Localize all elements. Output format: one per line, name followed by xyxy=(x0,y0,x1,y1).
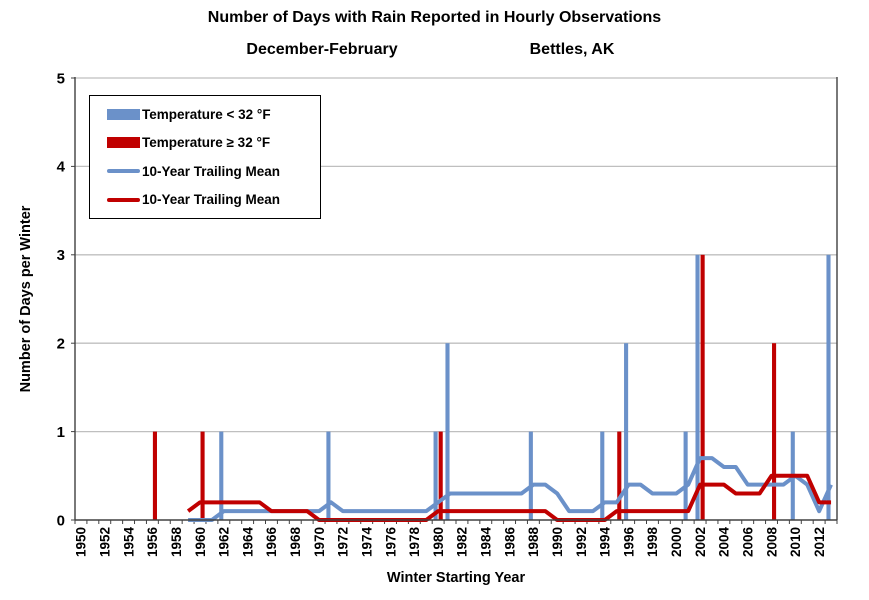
x-tick-label-1952: 1952 xyxy=(97,527,112,557)
x-tick-label-1968: 1968 xyxy=(288,527,303,558)
x-tick-label-2006: 2006 xyxy=(740,527,755,558)
bar-below32-2001 xyxy=(683,431,688,520)
y-tick-label-2: 2 xyxy=(57,335,65,352)
subtitle-season: December-February xyxy=(246,41,398,58)
x-tick-label-1974: 1974 xyxy=(359,527,374,558)
legend-item-blue-trailing-mean: 10-Year Trailing Mean xyxy=(107,159,320,183)
red-bar-swatch xyxy=(107,137,140,149)
x-tick-label-1976: 1976 xyxy=(383,527,398,558)
x-tick-label-1996: 1996 xyxy=(621,527,636,558)
legend-label: Temperature < 32 °F xyxy=(142,106,271,122)
subtitle-location: Bettles, AK xyxy=(529,41,615,58)
x-tick-label-1972: 1972 xyxy=(336,527,351,557)
bar-above32-1960 xyxy=(200,431,205,520)
legend-label: 10-Year Trailing Mean xyxy=(142,192,281,208)
bar-below32-1971 xyxy=(326,431,331,520)
y-tick-label-5: 5 xyxy=(57,70,65,87)
x-tick-label-1998: 1998 xyxy=(645,527,660,558)
x-tick-label-1980: 1980 xyxy=(431,527,446,557)
x-tick-label-2000: 2000 xyxy=(669,527,684,557)
bar-above32-1995 xyxy=(617,431,622,520)
y-tick-label-4: 4 xyxy=(57,159,66,176)
x-tick-label-1962: 1962 xyxy=(217,527,232,557)
bar-above32-2008 xyxy=(772,343,777,520)
bar-below32-1994 xyxy=(600,431,605,520)
x-tick-label-1958: 1958 xyxy=(169,527,184,558)
bar-above32-1956 xyxy=(152,431,157,520)
x-tick-label-1978: 1978 xyxy=(407,527,422,558)
trailing-mean-line-red xyxy=(186,473,832,522)
x-tick-label-1954: 1954 xyxy=(121,527,136,558)
legend-label: 10-Year Trailing Mean xyxy=(142,163,281,179)
bar-below32-1980 xyxy=(433,431,438,520)
x-tick-label-1986: 1986 xyxy=(502,527,517,558)
y-tick-label-1: 1 xyxy=(57,424,65,441)
x-tick-label-2012: 2012 xyxy=(812,527,827,557)
chart-subtitle: December-February Bettles, AK xyxy=(0,41,869,63)
blue-line-swatch xyxy=(107,169,140,174)
x-tick-label-1964: 1964 xyxy=(240,527,255,558)
bar-below32-1988 xyxy=(528,431,533,520)
bar-below32-1981 xyxy=(445,343,450,520)
y-tick-label-0: 0 xyxy=(57,512,65,529)
x-tick-label-1990: 1990 xyxy=(550,527,565,557)
y-tick-label-3: 3 xyxy=(57,247,65,264)
red-line-swatch xyxy=(107,197,140,202)
bar-above32-1980 xyxy=(438,431,443,520)
x-tick-label-2010: 2010 xyxy=(788,527,803,557)
x-tick-label-1966: 1966 xyxy=(264,527,279,558)
x-tick-label-2004: 2004 xyxy=(717,527,732,558)
legend: Temperature < 32 °F Temperature ≥ 32 °F … xyxy=(89,95,321,219)
x-tick-label-1988: 1988 xyxy=(526,527,541,558)
x-tick-label-1956: 1956 xyxy=(145,527,160,558)
x-tick-label-1950: 1950 xyxy=(74,527,89,557)
bar-below32-1962 xyxy=(219,431,224,520)
blue-bar-swatch xyxy=(107,108,140,120)
bar-below32-2002 xyxy=(695,254,700,521)
x-tick-label-1984: 1984 xyxy=(478,527,493,558)
x-tick-label-1992: 1992 xyxy=(574,527,589,557)
bar-above32-2002 xyxy=(700,254,705,521)
y-axis-title: Number of Days per Winter xyxy=(18,205,34,393)
legend-label: Temperature ≥ 32 °F xyxy=(142,135,271,151)
x-tick-label-1994: 1994 xyxy=(598,527,613,558)
x-tick-label-2008: 2008 xyxy=(764,527,779,558)
bar-below32-1996 xyxy=(624,343,629,520)
x-tick-label-1970: 1970 xyxy=(312,527,327,557)
chart-title: Number of Days with Rain Reported in Hou… xyxy=(207,9,662,26)
x-tick-label-2002: 2002 xyxy=(693,527,708,557)
x-tick-label-1982: 1982 xyxy=(455,527,470,557)
legend-item-red-trailing-mean: 10-Year Trailing Mean xyxy=(107,188,320,212)
legend-item-temp-below-32: Temperature < 32 °F xyxy=(107,102,320,126)
x-tick-label-1960: 1960 xyxy=(193,527,208,557)
legend-item-temp-above-32: Temperature ≥ 32 °F xyxy=(107,131,320,155)
bar-below32-2013 xyxy=(826,254,831,521)
x-axis-title: Winter Starting Year xyxy=(386,570,526,586)
